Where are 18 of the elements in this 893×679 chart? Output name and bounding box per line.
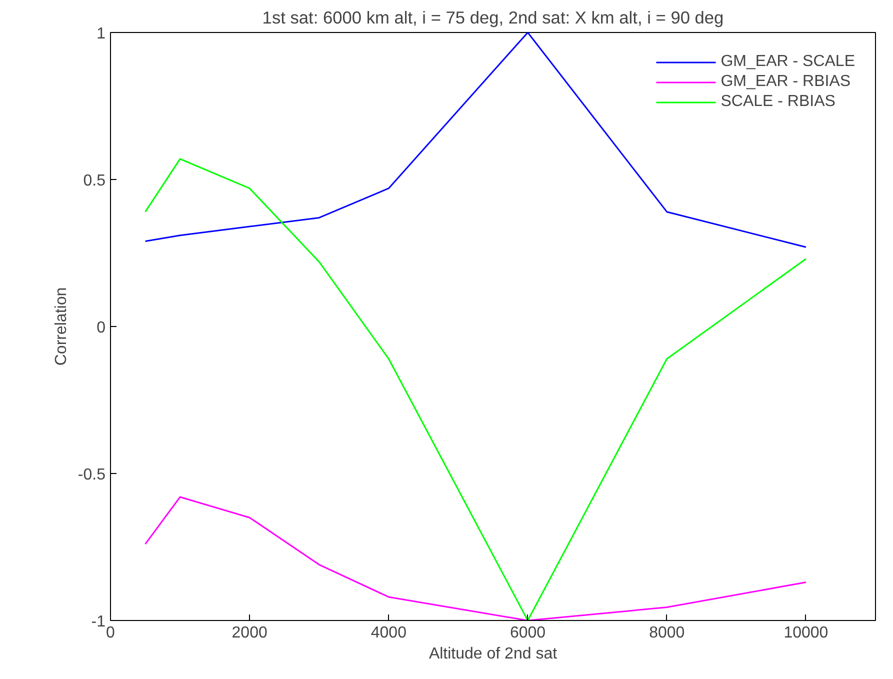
x-tick-label: 2000 <box>232 624 268 642</box>
y-tick-label: 1 <box>96 26 106 42</box>
x-tick-label: 8000 <box>649 624 685 642</box>
y-tick-label: -0.5 <box>78 466 106 484</box>
x-tick-label: 6000 <box>510 624 546 642</box>
legend-label: SCALE - RBIAS <box>720 93 836 111</box>
y-tick-label: 0.5 <box>83 172 106 190</box>
y-axis-title: Correlation <box>52 287 70 366</box>
legend-label: GM_EAR - SCALE <box>720 53 855 71</box>
x-axis-title: Altitude of 2nd sat <box>428 646 558 662</box>
chart-title: 1st sat: 6000 km alt, i = 75 deg, 2nd sat: X km alt, i = 90 deg <box>262 8 724 28</box>
x-tick-label: 4000 <box>370 624 407 642</box>
legend-label: GM_EAR - RBIAS <box>720 73 851 91</box>
line-series <box>144 158 807 620</box>
y-tick-label: 0 <box>96 320 106 336</box>
y-tick-label: -1 <box>91 614 106 630</box>
line-series <box>144 496 807 620</box>
x-tick-label: 10000 <box>784 624 828 642</box>
